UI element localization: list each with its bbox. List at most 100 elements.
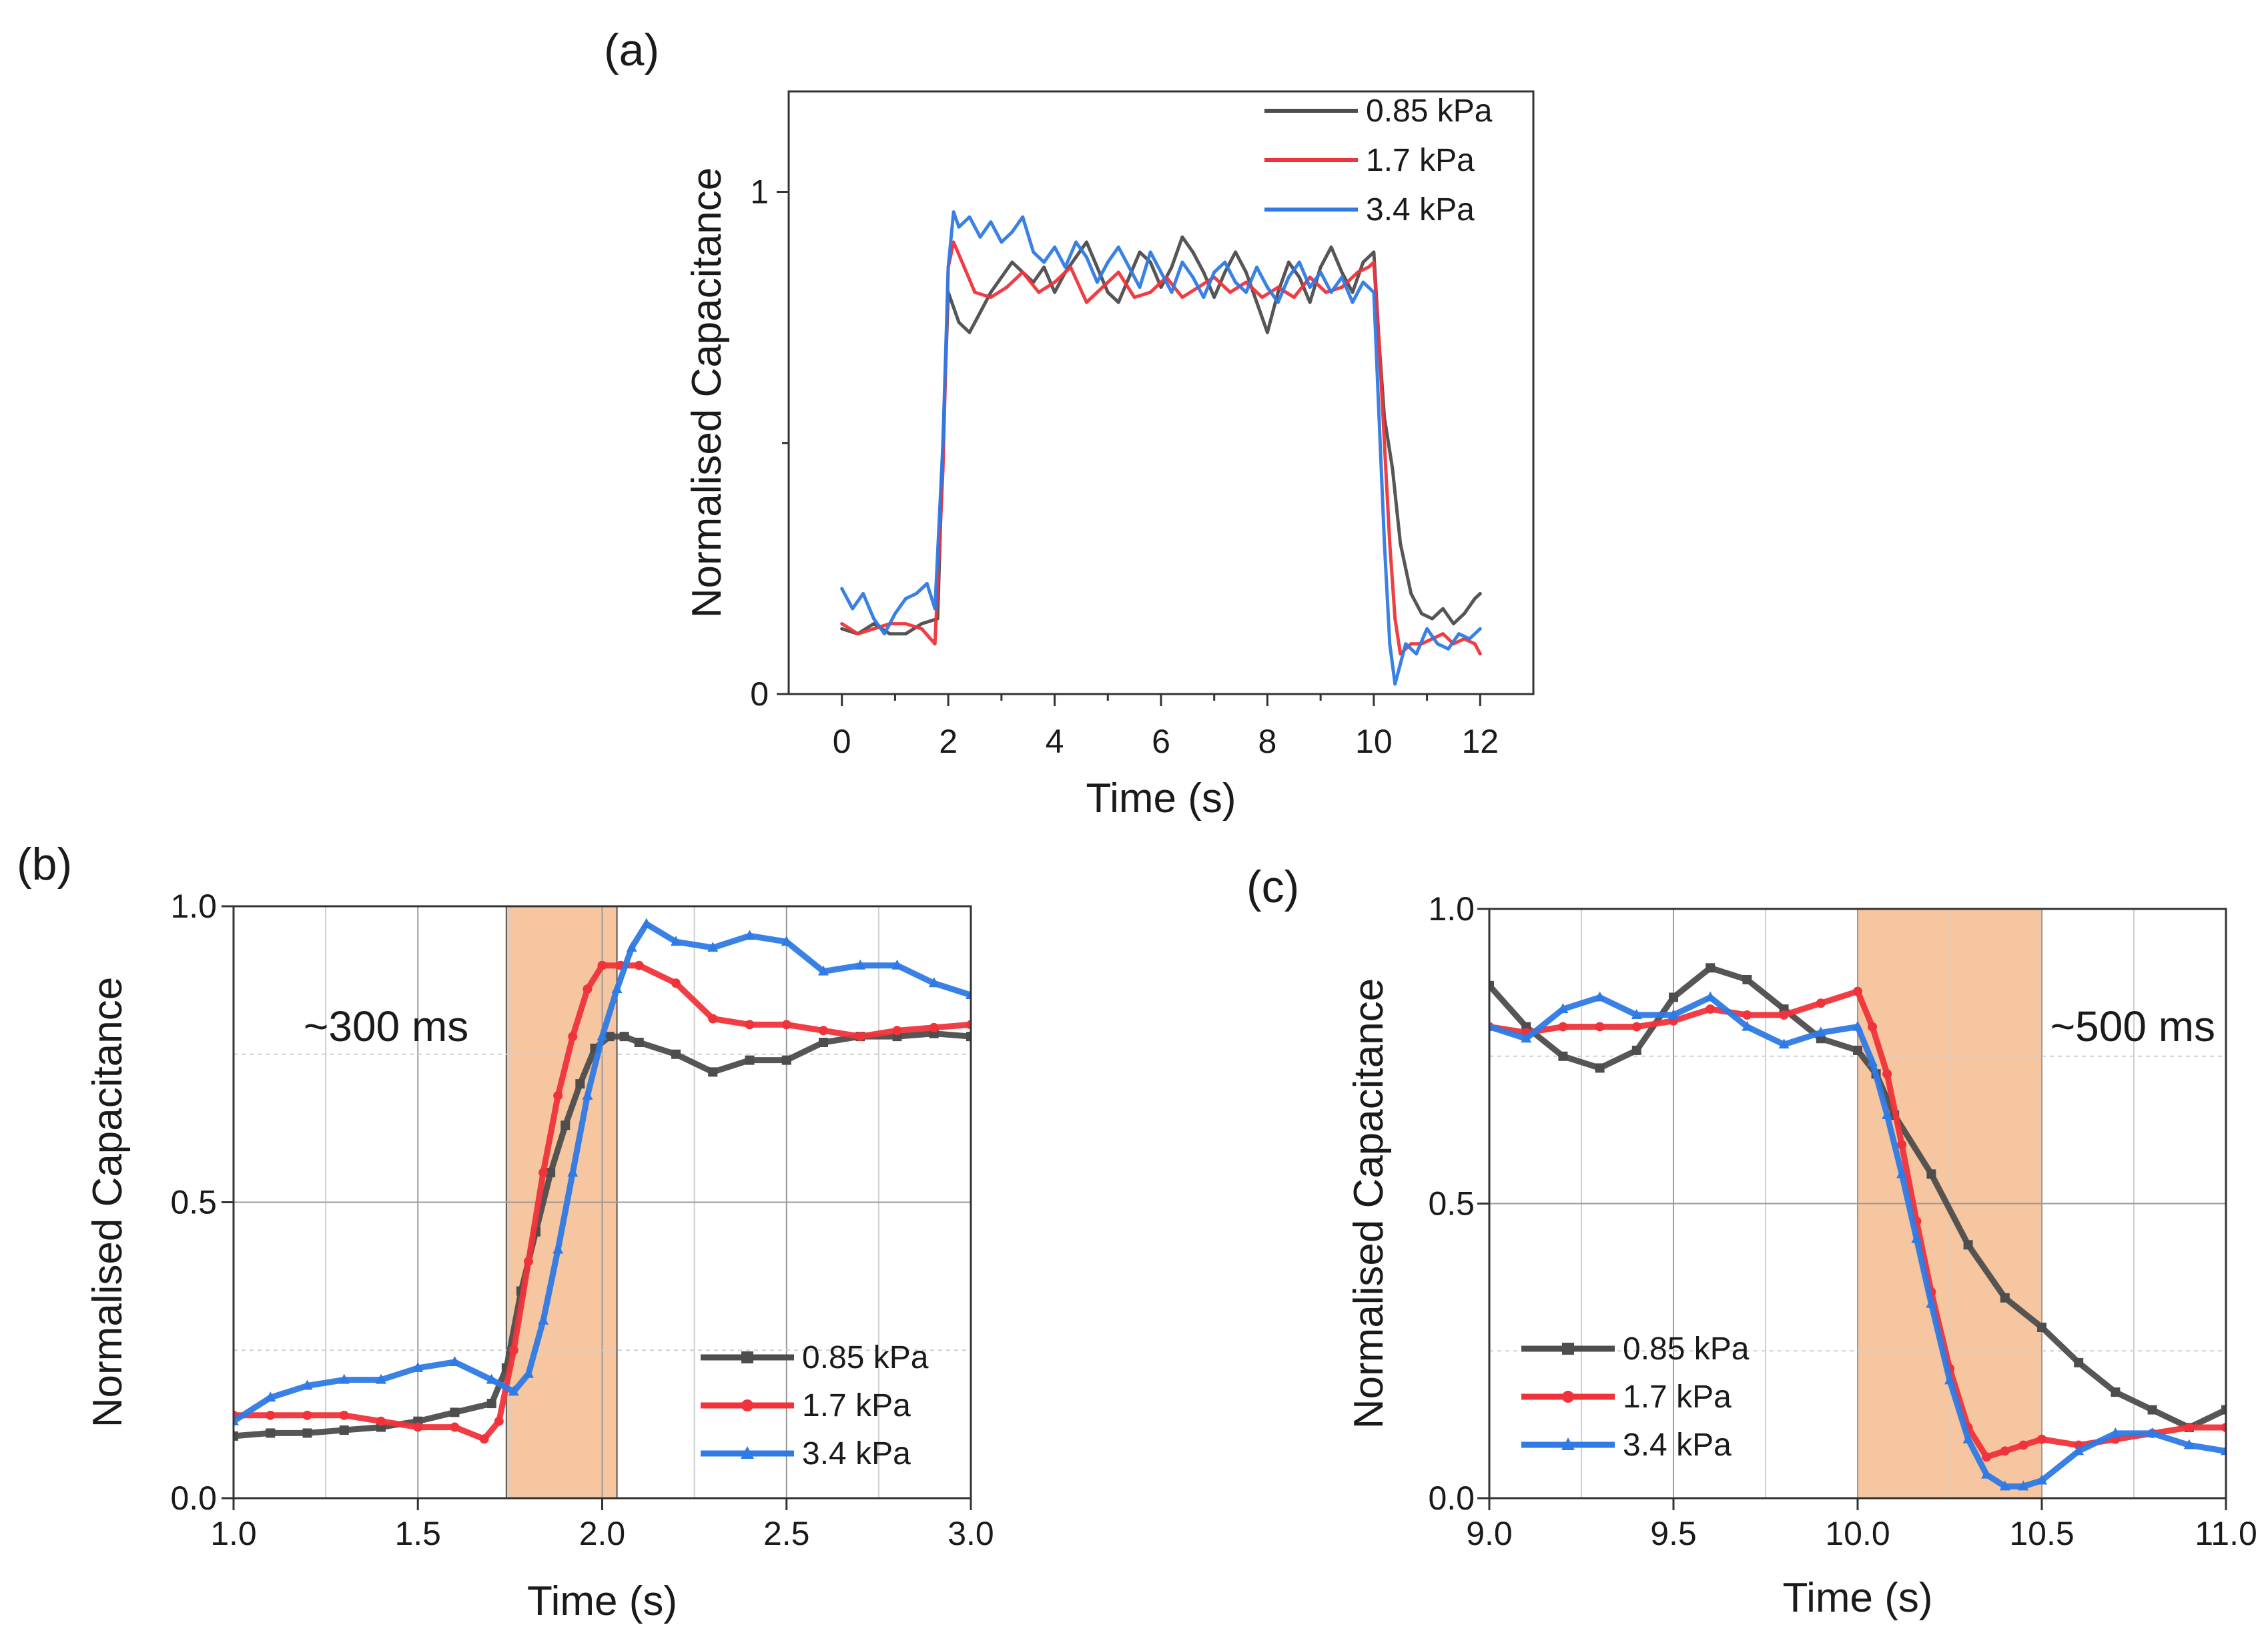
data-point xyxy=(634,960,644,970)
data-point xyxy=(1410,643,1413,645)
series-3-4-kPa xyxy=(840,210,1482,686)
data-point xyxy=(2037,1322,2046,1332)
data-point xyxy=(933,643,936,645)
data-point xyxy=(1069,266,1072,268)
data-point xyxy=(1325,291,1327,294)
data-point xyxy=(1405,643,1407,645)
data-point xyxy=(1669,992,1678,1002)
data-point xyxy=(891,959,903,970)
data-point xyxy=(1245,281,1248,284)
data-point xyxy=(1373,291,1375,294)
data-point xyxy=(1298,276,1300,278)
data-point xyxy=(1383,542,1386,545)
data-point xyxy=(568,1032,578,1042)
legend-marker xyxy=(741,1351,753,1363)
data-point xyxy=(605,1032,615,1042)
duration-annotation: ~300 ms xyxy=(304,1002,468,1050)
data-point xyxy=(1944,1374,1955,1385)
data-point xyxy=(671,936,681,946)
data-point xyxy=(1266,286,1268,288)
data-point xyxy=(339,1425,349,1435)
data-point xyxy=(928,977,939,988)
data-point xyxy=(958,226,960,228)
data-point xyxy=(1192,276,1194,278)
panel-c: (c) 9.0 9.5 10.0 10.5 11.0 0.0 0.5 1.0 Time (s) No… xyxy=(1246,862,2257,1621)
data-point xyxy=(1705,991,1716,1002)
data-point xyxy=(1085,241,1088,244)
data-point xyxy=(1287,261,1290,264)
data-point xyxy=(968,216,971,218)
data-point xyxy=(1266,331,1268,334)
y-tick-label: 1.0 xyxy=(1428,890,1475,928)
data-point xyxy=(486,1373,497,1384)
data-point xyxy=(619,1032,629,1042)
data-point xyxy=(1452,623,1455,625)
data-point xyxy=(990,291,992,294)
data-point xyxy=(708,1067,718,1077)
data-point xyxy=(2018,1440,2028,1450)
data-point xyxy=(966,1032,971,1042)
data-point xyxy=(1816,998,1826,1008)
data-point xyxy=(2000,1293,2010,1303)
data-point xyxy=(857,633,859,635)
data-point xyxy=(1160,271,1162,274)
data-point xyxy=(1362,261,1365,264)
panel-letter: (a) xyxy=(604,25,659,75)
data-point xyxy=(1298,261,1300,264)
data-point xyxy=(1043,261,1046,264)
duration-annotation: ~500 ms xyxy=(2050,1002,2215,1050)
data-point xyxy=(892,1026,902,1036)
data-point xyxy=(1399,542,1402,545)
data-point xyxy=(819,1026,828,1036)
data-point xyxy=(1341,276,1343,278)
data-point xyxy=(1489,980,1494,990)
x-tick-label: 3.0 xyxy=(948,1515,994,1552)
data-point xyxy=(641,918,652,928)
data-point xyxy=(1981,1468,1992,1479)
data-point xyxy=(1378,341,1381,344)
data-point xyxy=(1853,986,1862,996)
data-point xyxy=(1202,271,1205,274)
data-point xyxy=(2147,1405,2157,1415)
data-point xyxy=(966,1020,971,1030)
data-point xyxy=(1341,271,1343,274)
legend: 0.85 kPa 1.7 kPa 3.4 kPa xyxy=(701,1340,929,1472)
data-point xyxy=(1224,271,1226,274)
data-point xyxy=(1378,416,1381,419)
data-point xyxy=(1351,291,1354,294)
data-point xyxy=(1415,653,1418,655)
x-tick-label: 12 xyxy=(1461,723,1499,760)
data-point xyxy=(1255,301,1258,304)
data-point xyxy=(1868,1022,1878,1032)
legend-label: 1.7 kPa xyxy=(1623,1379,1732,1415)
data-point xyxy=(1276,301,1279,304)
legend-label: 3.4 kPa xyxy=(1366,192,1475,228)
data-point xyxy=(1882,1069,1892,1079)
data-point xyxy=(1389,643,1391,645)
data-point xyxy=(841,623,843,625)
panel-letter: (b) xyxy=(17,839,72,890)
data-point xyxy=(234,1415,239,1425)
data-point xyxy=(1373,251,1375,254)
data-point xyxy=(925,582,928,585)
data-point xyxy=(338,1373,350,1384)
series-line xyxy=(840,240,1482,656)
legend-marker xyxy=(1561,1437,1575,1450)
y-axis-label: Normalised Capacitance xyxy=(684,168,730,618)
data-point xyxy=(634,1038,644,1048)
data-point xyxy=(1399,653,1402,655)
data-point xyxy=(1006,286,1008,288)
x-tick-label: 9.5 xyxy=(1650,1515,1697,1552)
data-point xyxy=(1032,251,1035,254)
data-point xyxy=(302,1410,312,1420)
data-point xyxy=(1022,216,1024,218)
data-point xyxy=(538,1168,548,1178)
data-point xyxy=(1292,296,1295,299)
data-point xyxy=(2036,1474,2047,1485)
data-point xyxy=(819,1038,828,1048)
data-point xyxy=(1853,1045,1862,1055)
data-point xyxy=(1963,1240,1973,1250)
data-point xyxy=(968,331,971,334)
x-tick-label: 11.0 xyxy=(2195,1515,2257,1552)
data-point xyxy=(1319,271,1322,274)
